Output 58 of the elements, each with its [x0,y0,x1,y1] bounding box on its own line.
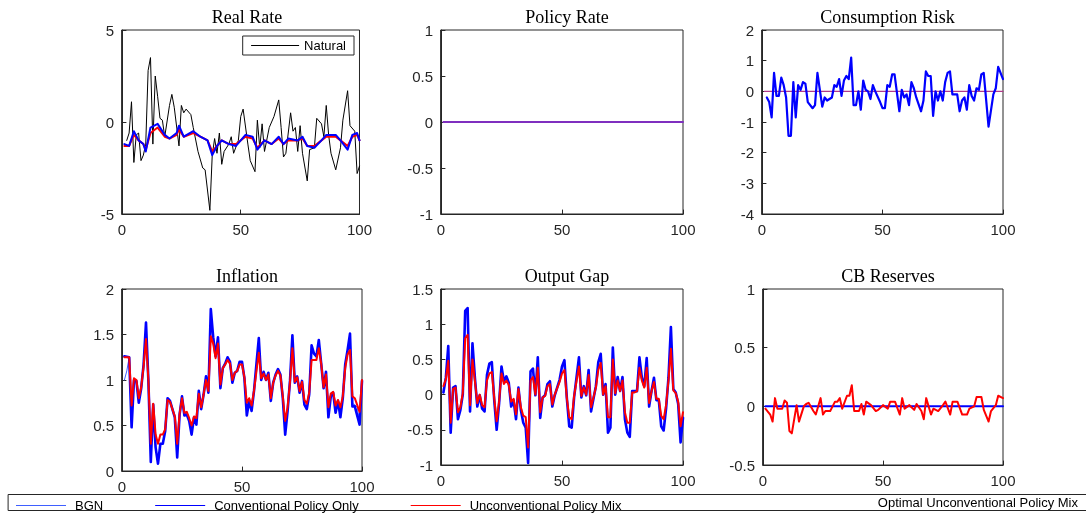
y-tick-label: -1 [419,205,433,223]
y-tick-label: 1 [105,371,114,389]
y-tick-label: 0.5 [412,67,433,85]
x-tick-label: 50 [233,478,251,495]
y-tick-label: 0 [105,113,114,131]
y-tick-label: 2 [745,21,754,39]
x-tick-label: 0 [757,221,767,238]
x-tick-label: 100 [990,221,1016,238]
x-tick-label: 50 [232,221,250,238]
chart-title: Consumption Risk [820,7,955,27]
chart-title: Policy Rate [525,7,609,27]
y-tick-label: 1 [424,315,433,333]
y-tick-label: 0 [746,397,755,415]
y-tick-label: -5 [100,205,114,223]
x-tick-label: 50 [553,221,571,238]
y-tick-label: 0 [424,113,433,131]
legend-label: BGN [75,498,104,513]
y-tick-label: 5 [105,21,114,39]
y-tick-label: 2 [105,280,114,298]
y-tick-label: -0.5 [407,421,433,439]
x-tick-label: 0 [758,472,768,489]
x-tick-label: 100 [990,472,1016,489]
x-tick-label: 100 [670,472,696,489]
y-tick-label: 1.5 [93,326,114,343]
text: Optimal Unconventional Policy Mix [877,495,1079,510]
y-tick-label: 1.5 [412,280,433,298]
y-tick-label: 1 [746,280,755,298]
x-tick-label: 0 [436,472,446,489]
chart-title: Real Rate [211,7,283,27]
chart-title: Inflation [216,266,278,286]
legend-label: Unconventional Policy Mix [469,498,622,513]
y-tick-label: -0.5 [407,159,433,177]
y-tick-label: 0.5 [412,350,433,368]
y-tick-label: 1 [424,21,433,39]
y-tick-label: -4 [740,205,754,223]
x-tick-label: 50 [874,221,891,238]
y-tick-label: -1 [740,113,754,131]
y-tick-label: 0 [745,82,754,100]
y-tick-label: 0.5 [734,339,755,357]
x-tick-label: 0 [117,221,127,238]
legend-label: Natural [304,38,347,53]
x-tick-label: 0 [436,221,446,238]
y-tick-label: -3 [740,174,754,192]
y-tick-label: 1 [745,52,754,70]
chart-title: CB Reserves [841,266,935,286]
y-tick-label: -1 [419,456,433,474]
legend-label: Conventional Policy Only [214,498,360,513]
x-tick-label: 100 [670,221,696,238]
x-tick-label: 50 [874,472,892,489]
y-tick-label: -0.5 [729,456,755,474]
chart-title: Output Gap [524,266,610,286]
x-tick-label: 100 [349,478,375,495]
x-tick-label: 100 [346,221,372,238]
x-tick-label: 0 [117,478,127,495]
y-tick-label: 0.5 [93,417,114,434]
y-tick-label: -2 [740,144,754,162]
x-tick-label: 50 [553,472,571,489]
y-tick-label: 0 [424,386,433,404]
